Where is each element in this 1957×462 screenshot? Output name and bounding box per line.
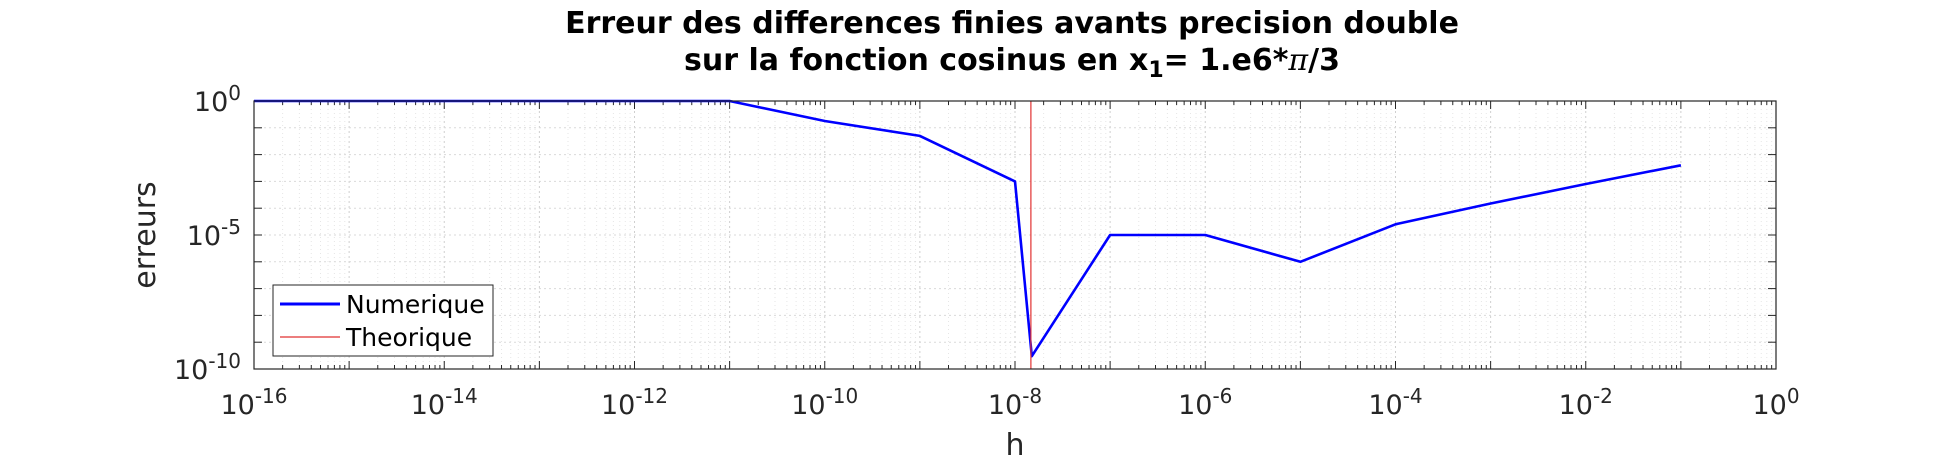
x-axis-label: h [1005,428,1024,462]
legend-label-theorique: Theorique [345,323,472,352]
chart-title-line1: Erreur des differences finies avants pre… [565,6,1459,41]
x-tick-label: 10-2 [1559,384,1613,421]
y-tick-label: 10-5 [187,215,241,252]
grid-minor [282,101,1773,369]
x-tick-label: 10-16 [220,384,287,421]
x-tick-label: 10-6 [1178,384,1232,421]
chart-title-line2: sur la fonction cosinus en x1= 1.e6*π/3 [684,43,1340,83]
x-tick-labels: 10-16 10-14 10-12 10-10 10-8 10-6 10-4 10-2 100 [220,384,1799,421]
legend: Numerique Theorique [272,284,494,357]
x-tick-label: 100 [1752,384,1799,421]
x-tick-label: 10-10 [791,384,858,421]
y-tick-labels: 10-10 10-5 100 [174,81,241,386]
legend-box [272,284,494,357]
y-tick-label: 100 [194,81,241,118]
x-tick-label: 10-8 [988,384,1042,421]
legend-label-numerique: Numerique [346,290,485,319]
x-tick-label: 10-4 [1368,384,1422,421]
axis-ticks [253,100,1777,370]
y-axis-label: erreurs [128,181,163,288]
plot-frame [253,100,1777,370]
x-tick-label: 10-14 [411,384,478,421]
x-tick-label: 10-12 [601,384,668,421]
y-tick-label: 10-10 [174,349,241,386]
